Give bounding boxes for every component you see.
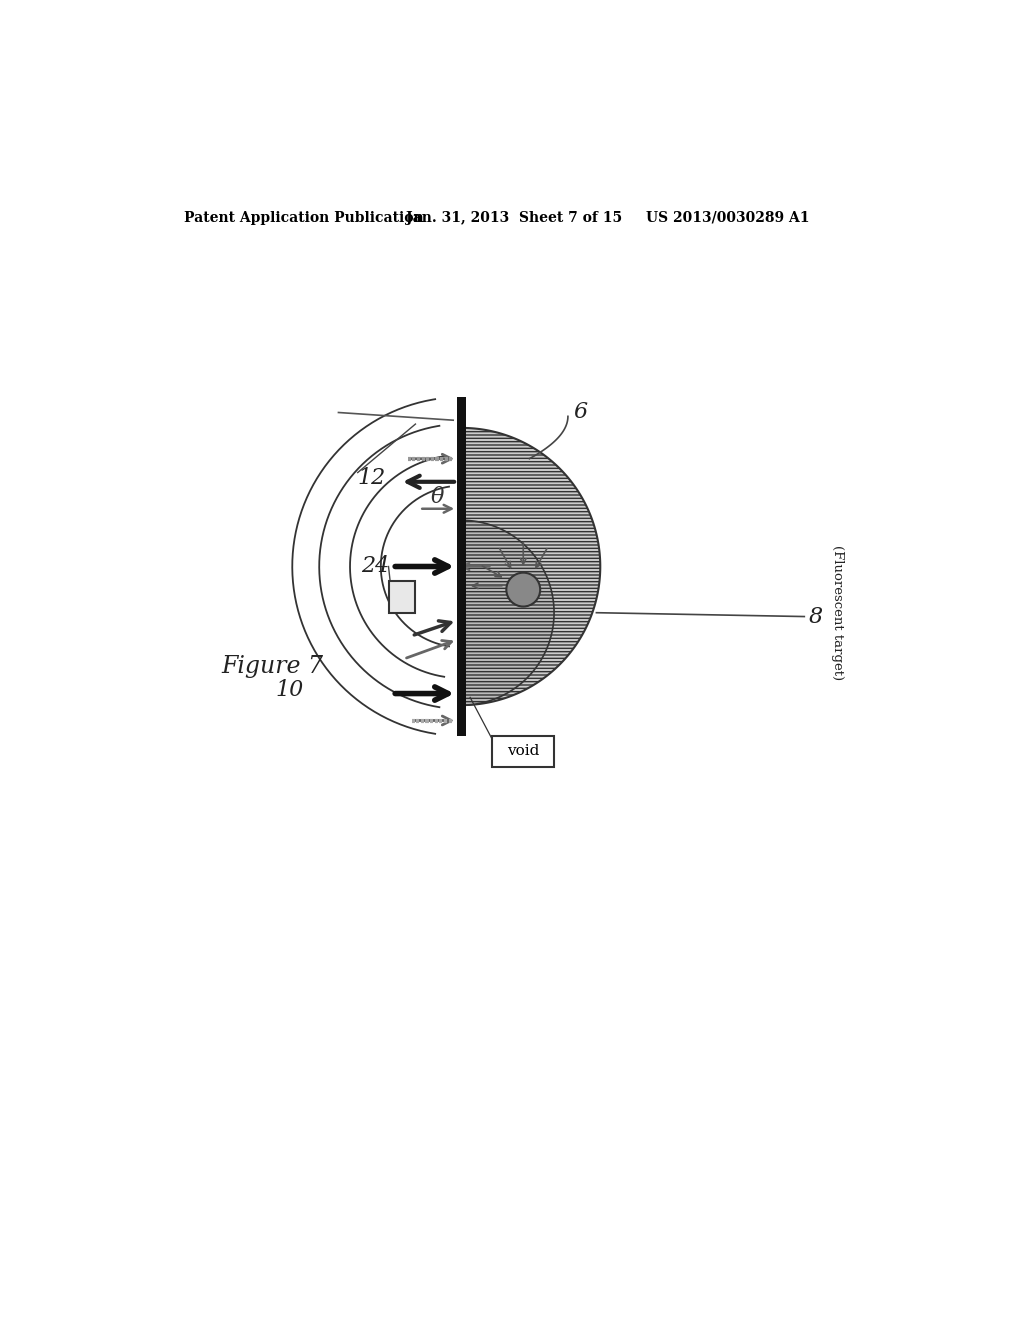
Text: θ: θ [430, 486, 443, 508]
Circle shape [506, 573, 541, 607]
Polygon shape [462, 428, 600, 705]
Bar [388, 581, 416, 614]
Bar [457, 397, 466, 737]
Text: 12: 12 [357, 467, 386, 488]
Text: US 2013/0030289 A1: US 2013/0030289 A1 [646, 211, 810, 224]
Text: void: void [507, 744, 540, 758]
Text: 6: 6 [573, 401, 588, 424]
Text: 10: 10 [275, 678, 303, 701]
Text: (Fluorescent target): (Fluorescent target) [831, 545, 844, 680]
Text: Patent Application Publication: Patent Application Publication [184, 211, 424, 224]
Text: 8: 8 [809, 606, 823, 627]
Text: Jan. 31, 2013  Sheet 7 of 15: Jan. 31, 2013 Sheet 7 of 15 [407, 211, 623, 224]
Text: 24: 24 [361, 556, 390, 578]
Bar [493, 737, 554, 767]
Polygon shape [462, 520, 554, 705]
Text: Figure 7: Figure 7 [221, 655, 324, 678]
